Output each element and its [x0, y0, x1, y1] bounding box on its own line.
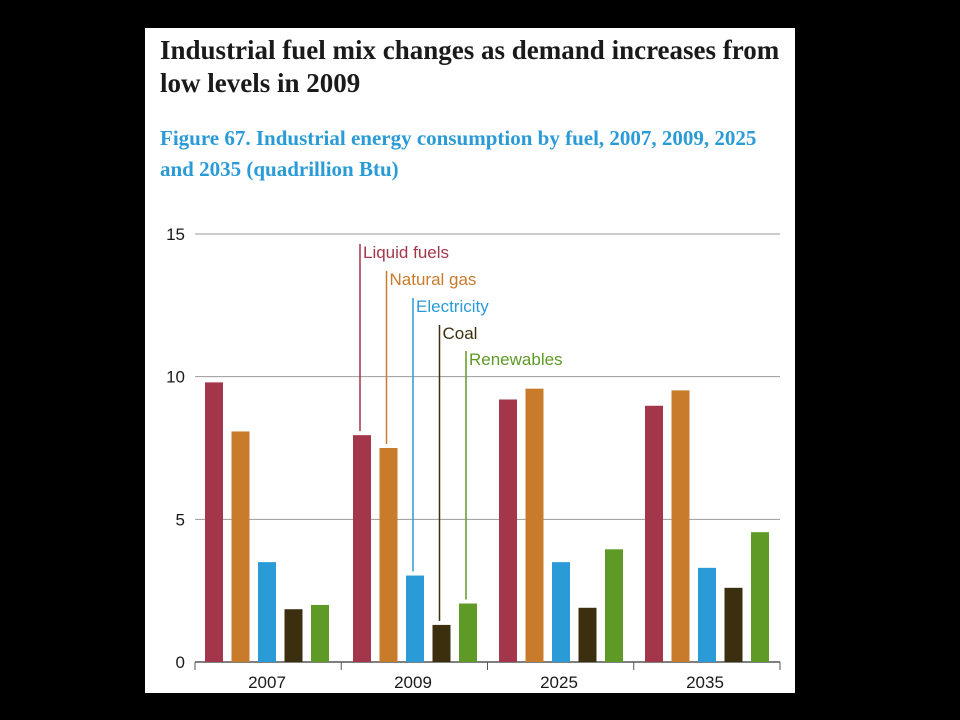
x-tick-label: 2025	[540, 673, 578, 692]
bar-liquid-fuels-2007	[205, 382, 223, 662]
legend-label-coal: Coal	[443, 324, 478, 343]
bar-coal-2009	[432, 624, 451, 662]
bar-renewables-2009	[459, 603, 477, 662]
y-tick-label: 15	[166, 225, 185, 244]
bar-liquid-fuels-2025	[499, 399, 517, 662]
bar-renewables-2025	[605, 549, 623, 662]
legend-label-natural-gas: Natural gas	[390, 270, 477, 289]
bar-electricity-2009	[406, 575, 424, 662]
headline: Industrial fuel mix changes as demand in…	[160, 35, 780, 98]
bar-coal-2025	[578, 607, 597, 662]
bar-chart: 0 5 10 15 2007 2009 2025 2035 Liquid fuels Natura…	[166, 225, 781, 692]
y-tick-label: 10	[166, 368, 185, 387]
legend-label-liquid-fuels: Liquid fuels	[363, 243, 449, 262]
bar-natural-gas-2025	[525, 388, 544, 662]
bar-natural-gas-2007	[231, 431, 250, 662]
bar-liquid-fuels-2009	[353, 435, 371, 662]
x-tick-label: 2035	[686, 673, 724, 692]
legend-label-renewables: Renewables	[469, 350, 563, 369]
bar-coal-2035	[724, 587, 743, 662]
bar-coal-2007	[284, 609, 303, 662]
bar-natural-gas-2035	[671, 390, 690, 662]
bar-renewables-2035	[751, 532, 769, 662]
bar-natural-gas-2009	[379, 448, 398, 662]
x-tick-label: 2009	[394, 673, 432, 692]
chart-panel: Industrial fuel mix changes as demand in…	[145, 28, 795, 693]
y-tick-label: 5	[176, 510, 185, 529]
bar-liquid-fuels-2035	[645, 405, 663, 662]
x-tick-label: 2007	[248, 673, 286, 692]
bar-renewables-2007	[311, 604, 329, 662]
bar-electricity-2007	[258, 562, 276, 662]
bar-electricity-2025	[552, 562, 570, 662]
figure-title: Figure 67. Industrial energy consumption…	[160, 126, 757, 181]
legend-label-electricity: Electricity	[416, 297, 489, 316]
bar-electricity-2035	[698, 567, 716, 662]
y-tick-label: 0	[176, 653, 185, 672]
